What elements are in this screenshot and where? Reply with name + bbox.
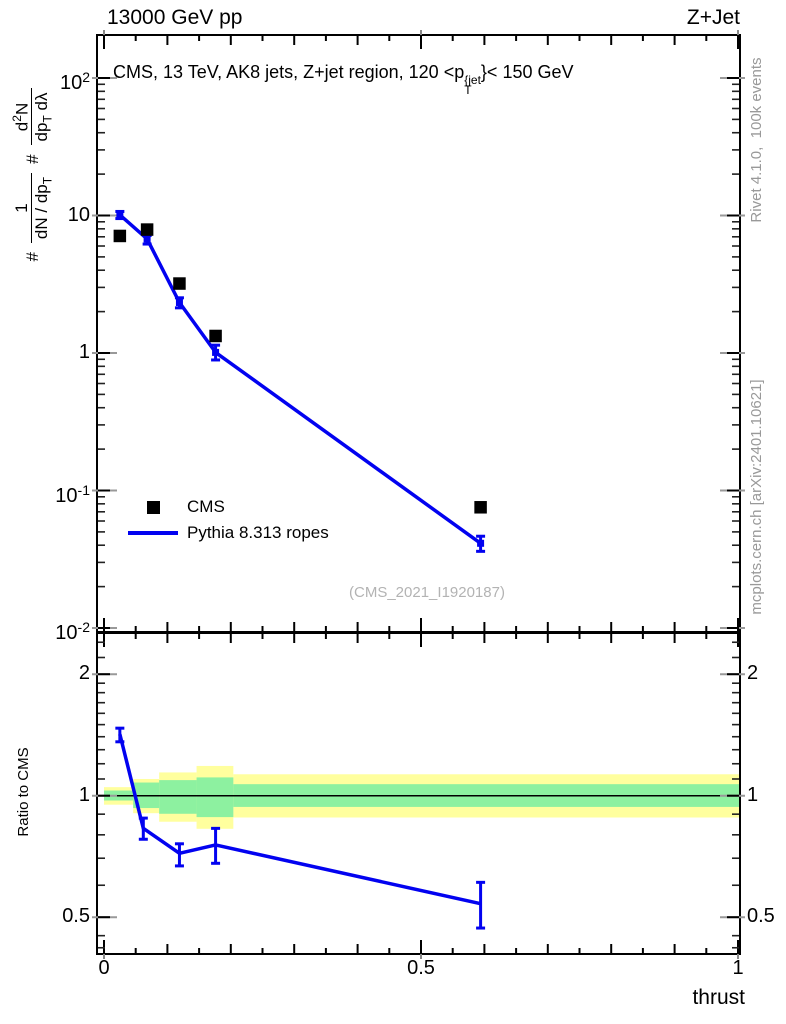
y-axis-tick-label: 10 [67, 203, 90, 226]
pt-jet-supsub: {jet T [464, 73, 481, 97]
ratio-tick-label-left: 2 [78, 662, 90, 685]
legend-label: CMS [187, 497, 225, 516]
legend-square-marker-icon [128, 500, 178, 514]
panel-title-text: CMS, 13 TeV, AK8 jets, Z+jet region, 120… [113, 62, 465, 82]
x-axis-tick-label: 0 [98, 957, 110, 979]
rivet-version-note: Rivet 4.1.0, 100k events [748, 57, 765, 223]
legend-label: Pythia 8.313 ropes [187, 523, 329, 542]
legend-line-marker-icon [128, 531, 178, 535]
ylabel-hash-2: # [23, 154, 42, 164]
beam-energy-label: 13000 GeV pp [107, 6, 243, 29]
axis-ticks [92, 30, 745, 959]
ylabel-fraction-2: d2N dpT dλ [10, 88, 56, 146]
y-axis-tick-label: 102 [59, 69, 90, 94]
ratio-tick-label-right: 2 [747, 662, 759, 685]
ratio-tick-label-right: 1 [747, 783, 759, 806]
ratio-line-series [115, 726, 486, 930]
y-axis-tick-label: 10-1 [55, 481, 90, 507]
ratio-tick-label-left: 0.5 [62, 905, 90, 928]
ratio-tick-label-left: 1 [78, 783, 90, 806]
mcplots-reference-note: mcplots.cern.ch [arXiv:2401.10621] [748, 379, 765, 615]
legend-item: CMS [128, 494, 329, 520]
ratio-panel-frame [96, 632, 741, 955]
legend-item: Pythia 8.313 ropes [128, 520, 329, 546]
panel-title-suffix: }< 150 GeV [480, 62, 574, 82]
y-axis-tick-label: 10-2 [55, 619, 90, 644]
cms-data-points [113, 223, 487, 514]
x-axis-tick-label: 0.5 [407, 957, 435, 979]
y-axis-tick-label: 1 [78, 341, 90, 363]
x-axis-tick-label: 1 [732, 957, 744, 979]
ylabel-hash-1: # [23, 252, 42, 262]
panel-title: CMS, 13 TeV, AK8 jets, Z+jet region, 120… [113, 62, 753, 97]
legend: CMS Pythia 8.313 ropes [128, 494, 329, 546]
x-axis-label: thrust [692, 986, 745, 1009]
process-label: Z+Jet [686, 6, 740, 29]
ratio-tick-label-right: 0.5 [747, 905, 775, 928]
analysis-id-watermark: (CMS_2021_I1920187) [349, 584, 505, 601]
